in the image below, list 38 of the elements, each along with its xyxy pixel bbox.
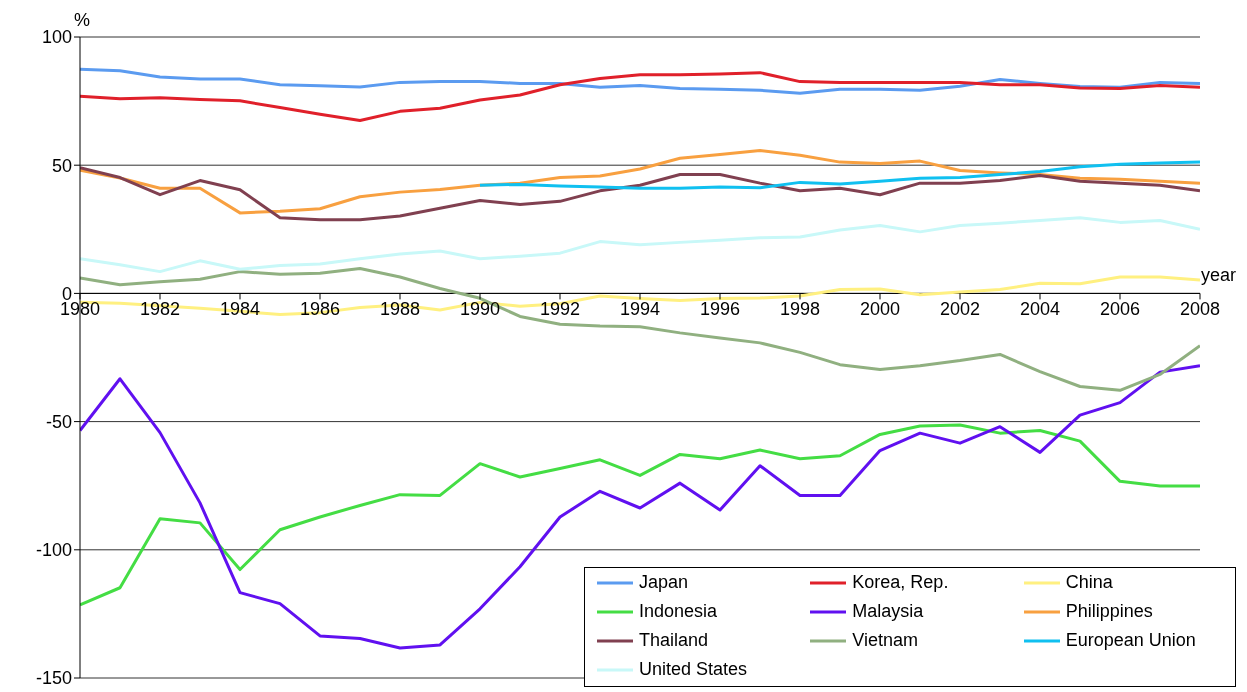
y-axis-title: % [74, 10, 91, 31]
x-tick-label: 1988 [379, 299, 421, 320]
y-tick-label: -150 [35, 668, 72, 689]
x-tick-label: 1994 [619, 299, 661, 320]
legend-label: Japan [639, 572, 689, 593]
x-tick-label: 2002 [939, 299, 981, 320]
x-tick-label: 2000 [859, 299, 901, 320]
x-tick-label: 1984 [219, 299, 261, 320]
x-tick-label: 1982 [139, 299, 181, 320]
legend-label: China [1065, 572, 1113, 593]
x-tick-label: 2006 [1099, 299, 1141, 320]
line-series [80, 216, 1200, 274]
line-series [80, 67, 1200, 95]
legend-label: Thailand [639, 630, 709, 651]
y-tick-label: -100 [35, 540, 72, 561]
y-tick-label: -50 [45, 411, 72, 432]
legend-label: Indonesia [639, 601, 718, 622]
y-tick-label: 100 [41, 27, 72, 48]
line-series [80, 364, 1200, 650]
x-tick-label: 1992 [539, 299, 581, 320]
x-tick-label: 1990 [459, 299, 501, 320]
legend-label: Malaysia [852, 601, 924, 622]
line-series [478, 160, 1200, 190]
y-tick-label: 50 [51, 155, 72, 176]
line-series [80, 71, 1200, 123]
x-tick-label: 1986 [299, 299, 341, 320]
line-series [80, 166, 1200, 222]
x-tick-label: 1996 [699, 299, 741, 320]
legend-label: United States [639, 659, 748, 680]
x-tick-label: 1998 [779, 299, 821, 320]
legend-label: Vietnam [852, 630, 919, 651]
x-tick-label: 2008 [1179, 299, 1221, 320]
x-axis-title: year [1200, 265, 1236, 287]
legend-label: Philippines [1065, 601, 1153, 622]
legend-label: Korea, Rep. [852, 572, 949, 593]
x-tick-label: 2004 [1019, 299, 1061, 320]
x-tick-label: 1980 [59, 299, 101, 320]
legend-label: European Union [1065, 630, 1196, 651]
